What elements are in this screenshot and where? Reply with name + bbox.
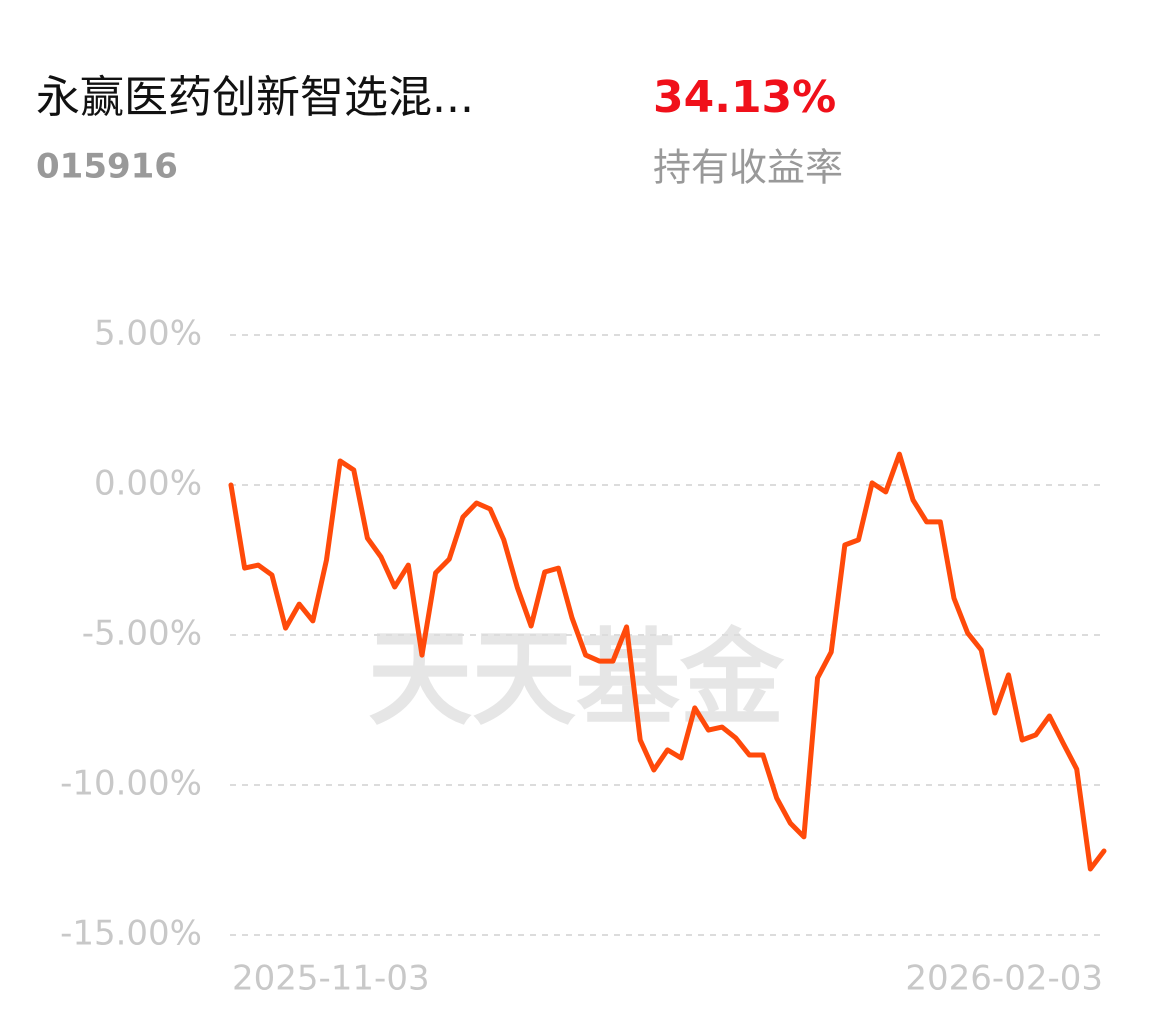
return-value: 34.13% xyxy=(653,72,836,123)
y-tick-label: -15.00% xyxy=(60,914,202,954)
y-tick-label: 5.00% xyxy=(94,314,202,354)
x-tick-label: 2026-02-03 xyxy=(905,959,1103,999)
x-tick-label: 2025-11-03 xyxy=(232,959,430,999)
y-tick-label: 0.00% xyxy=(94,464,202,504)
watermark: 天天基金 xyxy=(368,617,785,739)
return-label: 持有收益率 xyxy=(653,146,843,190)
fund-name: 永赢医药创新智选混... xyxy=(36,72,474,123)
y-tick-label: -5.00% xyxy=(82,614,202,654)
series-line xyxy=(228,451,1107,872)
y-tick-label: -10.00% xyxy=(60,764,202,804)
fund-code: 015916 xyxy=(36,147,178,187)
